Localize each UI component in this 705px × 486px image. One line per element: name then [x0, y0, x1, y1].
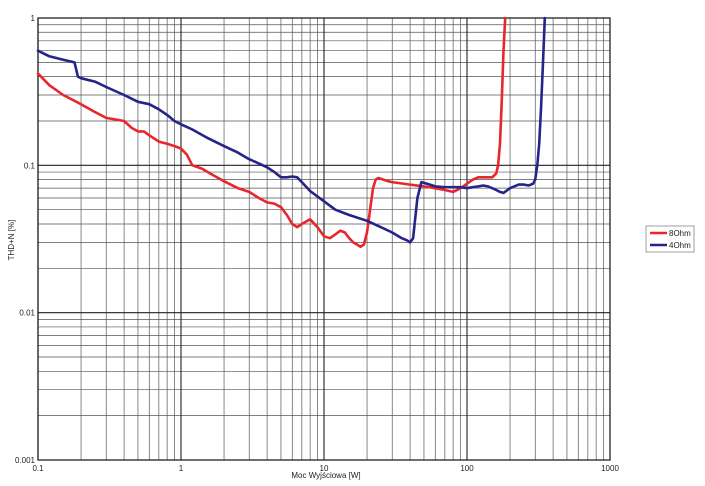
x-tick-label: 1 [179, 464, 184, 473]
plot-frame [37, 17, 611, 461]
series-line-4ohm [36, 16, 547, 244]
series-line-8ohm [36, 16, 507, 249]
y-tick-labels: 0.001 0.01 0.1 1 [15, 14, 36, 465]
x-axis-title: Moc Wyjściowa [W] [291, 471, 360, 480]
legend-label-4ohm: 4Ohm [669, 241, 691, 250]
x-tick-label: 10 [320, 464, 329, 473]
y-tick-label: 0.01 [19, 309, 35, 318]
y-axis-title: THD+N [%] [7, 220, 16, 261]
y-tick-label: 0.001 [15, 456, 36, 465]
series-layer [36, 16, 547, 249]
x-tick-label: 0.1 [32, 464, 44, 473]
y-tick-label: 0.1 [24, 161, 36, 170]
y-tick-label: 1 [31, 14, 36, 23]
x-tick-labels: 0.1 1 10 100 1000 [32, 464, 619, 473]
x-tick-label: 1000 [601, 464, 619, 473]
legend-box [645, 225, 695, 253]
legend-label-8ohm: 8Ohm [669, 229, 691, 238]
x-tick-label: 100 [460, 464, 474, 473]
legend: 8Ohm 4Ohm [645, 225, 695, 253]
